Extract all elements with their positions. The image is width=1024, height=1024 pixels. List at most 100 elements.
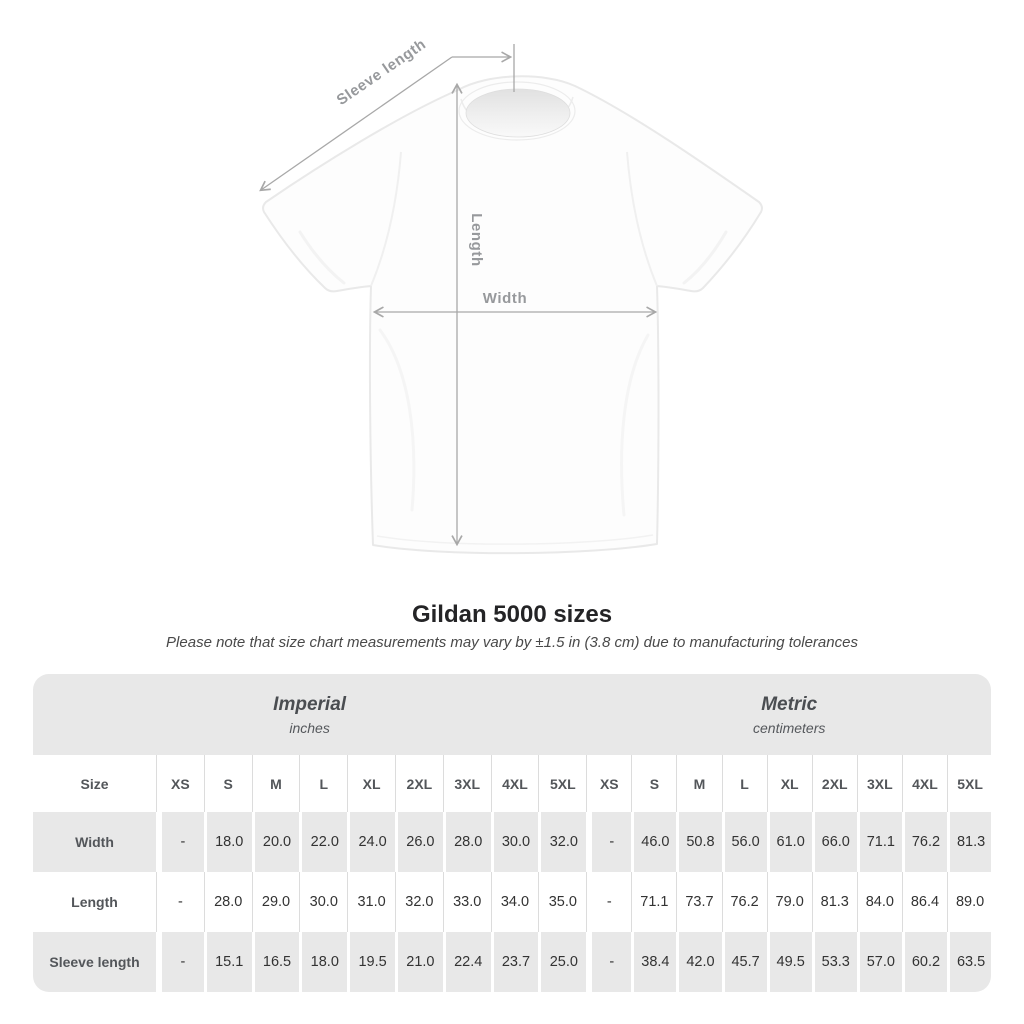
table-cell: 71.1 [856, 812, 902, 872]
table-cell: - [586, 812, 632, 872]
page-title: Gildan 5000 sizes [411, 601, 613, 628]
table-cell: 42.0 [676, 932, 722, 992]
table-cell: 60.2 [901, 932, 947, 992]
table-cell: 15.1 [203, 932, 252, 992]
column-header-row: Size XS S M L XL 2XL 3XL 4XL 5XL XS S M L XL 2XL 3XL 4XL 5… [33, 755, 991, 812]
table-cell: 33.0 [442, 872, 491, 932]
size-header-imperial-s: S [203, 755, 252, 812]
table-cell: 66.0 [811, 812, 857, 872]
size-header-imperial-l: L [299, 755, 347, 812]
table-cell: 61.0 [766, 812, 812, 872]
table-cell: 30.0 [490, 812, 539, 872]
table-cell: - [586, 872, 631, 932]
size-header-imperial-5xl: 5XL [538, 755, 586, 812]
table-cell: 50.8 [676, 812, 722, 872]
table-cell: 53.3 [811, 932, 857, 992]
table-cell: 79.0 [766, 872, 812, 932]
size-header-metric-5xl: 5XL [946, 755, 991, 812]
sleeve-length-label: Sleeve length [334, 36, 430, 109]
table-cell: 23.7 [490, 932, 539, 992]
size-table: Imperial inches Metric centimeters Size X… [33, 674, 991, 992]
size-header-imperial-3xl: 3XL [442, 755, 491, 812]
tshirt-measurement-diagram: Sleeve length Length Width [259, 36, 764, 555]
table-cell: 81.3 [811, 872, 857, 932]
left-sleeve-seam [370, 151, 402, 287]
size-header-imperial-4xl: 4XL [490, 755, 539, 812]
table-cell: 18.0 [203, 812, 252, 872]
metric-unit: centimeters [753, 719, 826, 736]
row-label: Width [33, 812, 156, 872]
metric-band: Metric centimeters [586, 674, 991, 755]
imperial-label: Imperial [273, 693, 347, 715]
imperial-unit: inches [289, 719, 330, 736]
table-cell: 28.0 [203, 872, 252, 932]
size-header-imperial-2xl: 2XL [394, 755, 443, 812]
table-cell: 71.1 [631, 872, 676, 932]
size-header-metric-3xl: 3XL [856, 755, 902, 812]
size-header-metric-m: M [676, 755, 721, 812]
tshirt-outline [261, 75, 764, 555]
measurement-row-length: Length -28.0 29.0 30.0 31.0 32.0 33.0 34.0 35.0-… [33, 872, 991, 932]
imperial-band: Imperial inches [33, 674, 587, 755]
width-label: Width [483, 290, 528, 307]
table-cell: 26.0 [394, 812, 443, 872]
size-header-imperial-xs: XS [156, 755, 204, 812]
table-cell: 22.0 [299, 812, 348, 872]
table-cell: 32.0 [538, 812, 587, 872]
table-cell: 18.0 [299, 932, 348, 992]
table-cell: - [586, 932, 632, 992]
tolerance-note: Please note that size chart measurements… [166, 634, 858, 651]
row-label: Length [71, 894, 118, 910]
size-header-metric-xl: XL [766, 755, 812, 812]
table-cell: 49.5 [766, 932, 812, 992]
table-cell: - [156, 812, 204, 872]
table-cell: 30.0 [299, 872, 347, 932]
size-header-metric-2xl: 2XL [811, 755, 857, 812]
collar-opening [465, 88, 571, 138]
fabric-wrinkles [298, 230, 728, 517]
right-sleeve-seam [626, 151, 658, 287]
size-header-imperial-xl: XL [347, 755, 395, 812]
table-cell: 25.0 [538, 932, 587, 992]
table-cell: 89.0 [946, 872, 991, 932]
table-cell: 76.2 [721, 872, 767, 932]
table-cell: 45.7 [721, 932, 767, 992]
table-cell: 63.5 [946, 932, 991, 992]
table-cell: 81.3 [946, 812, 991, 872]
table-cell: 46.0 [631, 812, 677, 872]
table-cell: 76.2 [901, 812, 947, 872]
hem-stitch [376, 534, 654, 545]
size-table-grid: Imperial inches Metric centimeters Size X… [33, 674, 991, 992]
table-cell: 16.5 [251, 932, 300, 992]
table-cell: - [156, 872, 204, 932]
table-cell: 38.4 [631, 932, 677, 992]
table-cell: 22.4 [442, 932, 491, 992]
size-column-header: Size [80, 775, 109, 792]
metric-label: Metric [761, 693, 818, 715]
length-label: Length [468, 213, 485, 267]
table-cell: 84.0 [856, 872, 902, 932]
table-cell: 31.0 [347, 872, 395, 932]
size-header-metric-4xl: 4XL [901, 755, 947, 812]
table-cell: 35.0 [538, 872, 586, 932]
table-cell: 86.4 [901, 872, 947, 932]
row-label: Sleeve length [33, 932, 156, 992]
sleeve-dim-diagonal [259, 56, 453, 192]
unit-band-row: Imperial inches Metric centimeters [33, 674, 991, 755]
table-cell: 19.5 [347, 932, 395, 992]
table-cell: 28.0 [442, 812, 491, 872]
measurement-row-sleeve-length: Sleeve length -15.1 16.5 18.0 19.5 21.0 22.4 23… [33, 932, 991, 992]
table-cell: 21.0 [394, 932, 443, 992]
table-cell: 73.7 [676, 872, 721, 932]
table-cell: 29.0 [251, 872, 300, 932]
size-header-metric-s: S [631, 755, 676, 812]
table-cell: 32.0 [394, 872, 443, 932]
table-cell: 34.0 [490, 872, 539, 932]
table-cell: - [156, 932, 204, 992]
table-cell: 56.0 [721, 812, 767, 872]
table-cell: 24.0 [347, 812, 395, 872]
measurement-row-width: Width -18.0 20.0 22.0 24.0 26.0 28.0 30.0 32.0-4… [33, 812, 991, 872]
table-cell: 20.0 [251, 812, 300, 872]
size-header-imperial-m: M [251, 755, 300, 812]
table-cell: 57.0 [856, 932, 902, 992]
